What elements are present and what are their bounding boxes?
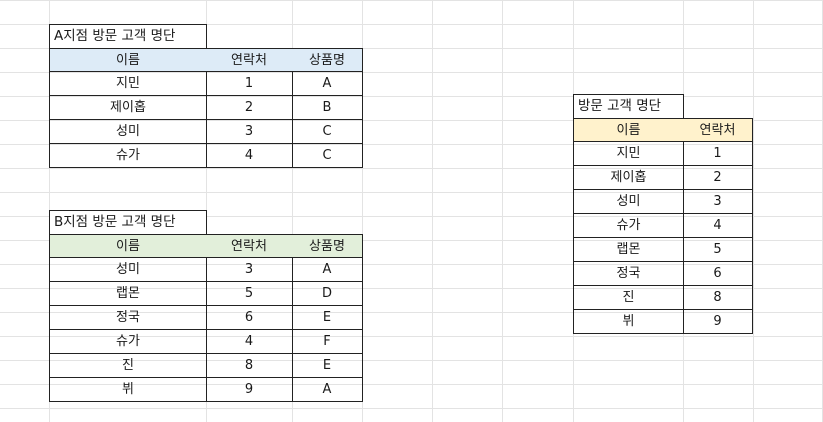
table-b-cell[interactable]: E xyxy=(292,306,363,330)
table-b-cell[interactable]: E xyxy=(292,354,363,378)
table-b-cell[interactable]: 6 xyxy=(206,306,293,330)
table-c-cell[interactable]: 제이홉 xyxy=(573,166,684,190)
table-c-cell[interactable]: 1 xyxy=(683,142,753,166)
table-c-cell[interactable]: 6 xyxy=(683,262,753,286)
table-a-cell[interactable]: 4 xyxy=(206,144,293,168)
table-b-cell[interactable]: 뷔 xyxy=(49,378,207,402)
table-b-cell[interactable]: 진 xyxy=(49,354,207,378)
table-c-cell[interactable]: 4 xyxy=(683,214,753,238)
table-c-cell[interactable]: 8 xyxy=(683,286,753,310)
table-c-cell[interactable]: 랩몬 xyxy=(573,238,684,262)
table-c-header-contact[interactable]: 연락처 xyxy=(683,118,753,142)
table-c-header-name[interactable]: 이름 xyxy=(573,118,684,142)
grid-row-line xyxy=(0,24,823,25)
table-a-cell[interactable]: 성미 xyxy=(49,120,207,144)
table-b-cell[interactable]: 3 xyxy=(206,258,293,282)
table-c-cell[interactable]: 뷔 xyxy=(573,310,684,334)
table-a-cell[interactable]: B xyxy=(292,96,363,120)
grid-column-line xyxy=(432,0,433,422)
table-c-cell[interactable]: 슈가 xyxy=(573,214,684,238)
grid-row-line xyxy=(0,144,823,145)
grid-column-line xyxy=(362,0,363,422)
table-a-cell[interactable]: 지민 xyxy=(49,72,207,96)
table-b-cell[interactable]: 8 xyxy=(206,354,293,378)
table-b-cell[interactable]: 성미 xyxy=(49,258,207,282)
table-b-title[interactable]: B지점 방문 고객 명단 xyxy=(49,210,207,234)
grid-row-line xyxy=(0,384,823,385)
table-c-cell[interactable]: 2 xyxy=(683,166,753,190)
table-b-cell[interactable]: 슈가 xyxy=(49,330,207,354)
table-a-cell[interactable]: A xyxy=(292,72,363,96)
grid-row-line xyxy=(0,168,823,169)
grid-row-line xyxy=(0,192,823,193)
grid-row-line xyxy=(0,96,823,97)
table-a-cell[interactable]: 1 xyxy=(206,72,293,96)
grid-row-line xyxy=(0,336,823,337)
table-b-cell[interactable]: A xyxy=(292,378,363,402)
table-a-header-product[interactable]: 상품명 xyxy=(292,48,363,72)
table-b-cell[interactable]: A xyxy=(292,258,363,282)
table-b-cell[interactable]: 정국 xyxy=(49,306,207,330)
table-a-cell[interactable]: 슈가 xyxy=(49,144,207,168)
grid-row-line xyxy=(0,288,823,289)
table-a-cell[interactable]: C xyxy=(292,120,363,144)
table-c-cell[interactable]: 5 xyxy=(683,238,753,262)
table-a-cell[interactable]: 3 xyxy=(206,120,293,144)
table-c-cell[interactable]: 9 xyxy=(683,310,753,334)
grid-row-line xyxy=(0,72,823,73)
table-c-cell[interactable]: 성미 xyxy=(573,190,684,214)
table-b-cell[interactable]: 9 xyxy=(206,378,293,402)
grid-row-line xyxy=(0,240,823,241)
grid-row-line xyxy=(0,0,823,1)
grid-row-line xyxy=(0,408,823,409)
table-a-cell[interactable]: C xyxy=(292,144,363,168)
table-c-cell[interactable]: 진 xyxy=(573,286,684,310)
grid-column-line xyxy=(292,0,293,422)
table-b-cell[interactable]: 랩몬 xyxy=(49,282,207,306)
table-b-header-name[interactable]: 이름 xyxy=(49,234,207,258)
grid-row-line xyxy=(0,216,823,217)
grid-column-line xyxy=(753,0,754,422)
grid-column-line xyxy=(502,0,503,422)
table-b-header-product[interactable]: 상품명 xyxy=(292,234,363,258)
grid-row-line xyxy=(0,120,823,121)
table-c-title[interactable]: 방문 고객 명단 xyxy=(573,94,684,118)
grid-row-line xyxy=(0,312,823,313)
grid-row-line xyxy=(0,48,823,49)
table-b-cell[interactable]: 4 xyxy=(206,330,293,354)
table-c-cell[interactable]: 3 xyxy=(683,190,753,214)
table-b-cell[interactable]: D xyxy=(292,282,363,306)
table-a-cell[interactable]: 2 xyxy=(206,96,293,120)
table-c-cell[interactable]: 정국 xyxy=(573,262,684,286)
table-b-cell[interactable]: F xyxy=(292,330,363,354)
table-b-header-contact[interactable]: 연락처 xyxy=(206,234,293,258)
table-a-cell[interactable]: 제이홉 xyxy=(49,96,207,120)
table-a-header-name[interactable]: 이름 xyxy=(49,48,207,72)
grid-row-line xyxy=(0,264,823,265)
table-b-cell[interactable]: 5 xyxy=(206,282,293,306)
grid-row-line xyxy=(0,360,823,361)
table-a-header-contact[interactable]: 연락처 xyxy=(206,48,293,72)
table-a-title[interactable]: A지점 방문 고객 명단 xyxy=(49,24,207,48)
table-c-cell[interactable]: 지민 xyxy=(573,142,684,166)
